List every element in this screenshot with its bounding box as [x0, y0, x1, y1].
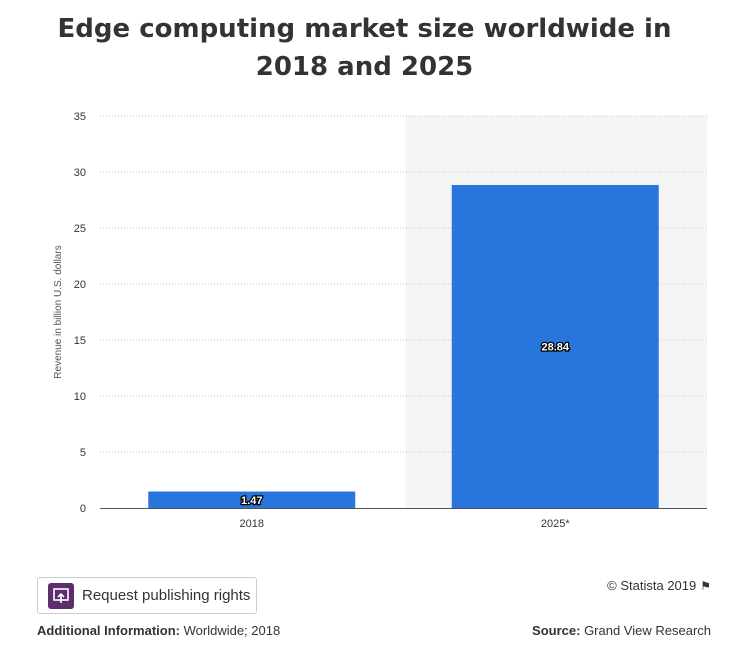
- chart-title: Edge computing market size worldwide in …: [0, 10, 729, 86]
- y-tick-label: 10: [74, 391, 86, 403]
- bar: [148, 491, 356, 508]
- bar-chart: 0 5 10 15 20 25 30 35 Revenue in billion U.S. do…: [53, 111, 707, 530]
- additional-information: Additional Information: Worldwide; 2018: [37, 623, 280, 638]
- y-tick-label: 0: [80, 503, 86, 515]
- y-tick-label: 5: [80, 447, 86, 459]
- data-label: 28.84: [541, 341, 569, 353]
- additional-info-label: Additional Information:: [37, 623, 180, 638]
- y-tick-label: 20: [74, 279, 86, 291]
- source-label: Source:: [532, 623, 581, 638]
- copyright: © Statista 2019 ⚑: [607, 578, 711, 593]
- y-tick-label: 25: [74, 223, 86, 235]
- data-label: 1.47: [241, 495, 262, 507]
- additional-info-value: Worldwide; 2018: [183, 623, 281, 638]
- y-axis-label: Revenue in billion U.S. dollars: [53, 245, 64, 378]
- copyright-text: © Statista 2019: [607, 578, 697, 593]
- chart-title-line-1: Edge computing market size worldwide in: [57, 14, 672, 44]
- x-tick-label: 2018: [240, 518, 264, 530]
- source-value[interactable]: Grand View Research: [584, 623, 711, 638]
- publish-icon: [48, 582, 74, 609]
- bar: [451, 184, 659, 508]
- y-tick-label: 30: [74, 167, 86, 179]
- y-tick-label: 15: [74, 335, 86, 347]
- source: Source: Grand View Research: [532, 623, 711, 638]
- chart-title-line-2: 2018 and 2025: [255, 52, 474, 82]
- y-tick-label: 35: [74, 111, 86, 123]
- x-tick-label: 2025*: [541, 518, 570, 530]
- request-publishing-rights-button[interactable]: Request publishing rights: [37, 577, 257, 614]
- publish-button-label: Request publishing rights: [82, 587, 251, 604]
- flag-icon[interactable]: ⚑: [700, 578, 711, 593]
